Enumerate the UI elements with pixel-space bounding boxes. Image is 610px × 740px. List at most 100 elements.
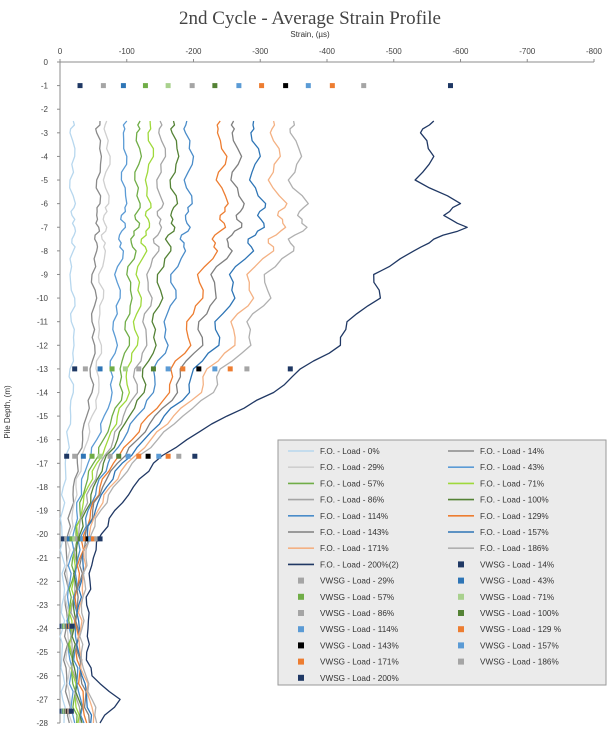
vwsg-marker [64,536,70,542]
legend-entry-label: VWSG - Load - 171% [320,658,399,667]
legend-entry-label: F.O. - Load - 57% [320,479,384,488]
vwsg-marker [176,453,182,459]
legend-marker-swatch [298,642,304,649]
legend-entry-label: F.O. - Load - 43% [480,463,544,472]
vwsg-marker [72,366,78,372]
x-tick-label: -100 [119,47,136,56]
chart-title: 2nd Cycle - Average Strain Profile [179,8,441,29]
vwsg-marker [189,83,195,89]
axes-layer: 0 -100 -200 -300 -400 -500 -600 -700 -800 0 -1 -2 -3… [36,47,602,728]
vwsg-marker [72,536,78,542]
vwsg-marker [77,83,83,89]
vwsg-marker [136,453,142,459]
vwsg-marker [287,366,293,372]
vwsg-marker [165,83,171,89]
legend-entry-label: VWSG - Load - 71% [480,593,554,602]
fo-series-line [70,120,167,724]
vwsg-marker [329,83,335,89]
vwsg-marker [120,83,126,89]
vwsg-marker [72,453,78,459]
vwsg-marker [97,453,103,459]
legend-entry-label: F.O. - Load - 171% [320,544,389,553]
y-tick-label: -23 [36,601,48,610]
vwsg-marker [97,366,103,372]
legend-marker-swatch [458,626,464,633]
y-tick-label: -12 [36,341,48,350]
legend-marker-swatch [298,626,304,633]
y-tick-label: -8 [41,247,49,256]
y-tick-label: -6 [41,200,49,209]
x-tick-label: -400 [319,47,336,56]
legend-marker-swatch [458,561,464,568]
y-tick-label: -10 [36,294,48,303]
y-tick-label: -1 [41,82,49,91]
legend-marker-swatch [458,642,464,649]
x-tick-label: -800 [586,47,603,56]
legend-entry-label: VWSG - Load - 129 % [480,625,561,634]
vwsg-marker [196,366,202,372]
legend-entry-label: F.O. - Load - 0% [320,447,380,456]
vwsg-marker [447,83,453,89]
y-tick-label: -24 [36,625,48,634]
x-tick-label: -500 [386,47,403,56]
fo-series-line [76,120,267,724]
legend-entry-label: F.O. - Load - 71% [480,479,544,488]
vwsg-marker [192,453,198,459]
y-tick-label: -17 [36,459,48,468]
legend-entry-label: VWSG - Load - 200% [320,674,399,683]
vwsg-marker [109,366,115,372]
legend-entry-label: F.O. - Load - 29% [320,463,384,472]
legend-entry-label: VWSG - Load - 186% [480,658,559,667]
legend-marker-swatch [298,610,304,616]
y-tick-label: 0 [44,58,49,67]
fo-series-line [71,120,180,724]
x-axis-label: Strain, (µs) [290,30,330,39]
vwsg-marker [89,453,95,459]
vwsg-marker [125,453,131,459]
y-tick-label: -28 [36,719,48,728]
legend-marker-swatch [458,593,464,600]
vwsg-marker [69,536,75,542]
y-tick-label: -15 [36,412,48,421]
x-tick-label: 0 [58,47,63,56]
legend-entry-label: VWSG - Load - 86% [320,609,394,618]
vwsg-marker [85,536,91,542]
y-tick-label: -26 [36,672,48,681]
vwsg-marker [82,366,88,372]
fo-lines-layer [59,120,468,724]
vwsg-marker [82,536,88,542]
legend-entry-label: VWSG - Load - 143% [320,641,399,650]
vwsg-marker [116,453,122,459]
vwsg-marker [283,83,289,89]
vwsg-marker [236,83,242,89]
y-tick-label: -3 [41,129,49,138]
legend-entry-label: VWSG - Load - 57% [320,593,394,602]
legend-marker-swatch [298,593,304,600]
x-tick-label: -300 [252,47,269,56]
legend-entry-label: VWSG - Load - 157% [480,641,559,650]
y-tick-label: -20 [36,530,48,539]
y-axis-label: Pile Depth, (m) [3,385,12,439]
y-tick-label: -19 [36,507,48,516]
legend-entry-label: VWSG - Load - 43% [480,577,554,586]
y-tick-label: -11 [37,318,49,327]
legend-marker-swatch [298,658,304,665]
vwsg-marker [66,536,72,542]
legend-entry-label: F.O. - Load - 86% [320,496,384,505]
y-tick-label: -18 [36,483,48,492]
legend-marker-swatch [458,610,464,616]
vwsg-marker [64,453,70,459]
y-tick-label: -16 [36,436,48,445]
y-tick-label: -14 [36,389,48,398]
vwsg-marker [165,366,171,372]
vwsg-marker [212,83,218,89]
y-tick-label: -4 [41,152,49,161]
legend-entry-label: F.O. - Load - 200%(2) [320,560,399,569]
vwsg-marker [212,366,218,372]
vwsg-marker [227,366,233,372]
y-tick-label: -21 [36,554,48,563]
vwsg-marker [150,366,156,372]
vwsg-marker [142,83,148,89]
y-tick-label: -9 [41,270,49,279]
vwsg-marker [145,453,151,459]
